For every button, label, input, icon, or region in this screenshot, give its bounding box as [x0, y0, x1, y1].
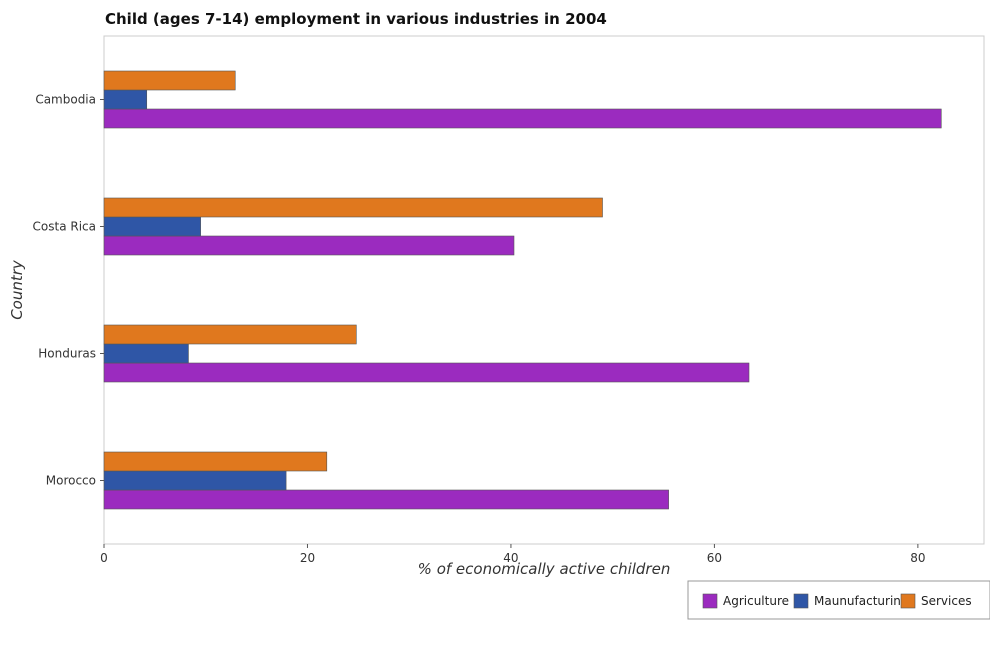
- legend-box: [687, 580, 990, 620]
- x-tick-label: 40: [503, 551, 518, 565]
- bar-cambodia-agriculture: [103, 108, 942, 129]
- bar-morocco-agriculture: [103, 489, 669, 510]
- legend-label-maunufacturing: Maunufacturing: [814, 594, 909, 608]
- bar-cambodia-maunufacturing: [103, 89, 148, 110]
- chart-title: Child (ages 7-14) employment in various …: [105, 10, 607, 28]
- legend-label-services: Services: [921, 594, 972, 608]
- y-tick-label: Honduras: [38, 347, 96, 361]
- bar-costa-rica-agriculture: [103, 235, 515, 256]
- legend-swatch-agriculture: [702, 593, 718, 609]
- x-axis-label: % of economically active children: [418, 560, 671, 578]
- y-axis-label: Country: [8, 259, 26, 320]
- legend: Agriculture Maunufacturing Services: [687, 580, 990, 620]
- y-tick-label: Cambodia: [35, 93, 96, 107]
- bar-costa-rica-services: [103, 197, 603, 218]
- bar-honduras-maunufacturing: [103, 343, 189, 364]
- bar-morocco-maunufacturing: [103, 470, 287, 491]
- x-tick-label: 20: [300, 551, 315, 565]
- y-axis: Cambodia Costa Rica Honduras Morocco: [33, 93, 104, 488]
- x-tick-label: 0: [100, 551, 108, 565]
- bar-costa-rica-maunufacturing: [103, 216, 201, 237]
- bars: [103, 70, 942, 510]
- legend-label-agriculture: Agriculture: [723, 594, 789, 608]
- legend-swatch-maunufacturing: [793, 593, 809, 609]
- bar-honduras-agriculture: [103, 362, 750, 383]
- x-tick-label: 60: [707, 551, 722, 565]
- x-axis: 0 20 40 60 80: [100, 544, 926, 565]
- bar-morocco-services: [103, 451, 328, 472]
- bar-cambodia-services: [103, 70, 236, 91]
- y-tick-label: Costa Rica: [33, 220, 96, 234]
- legend-swatch-services: [900, 593, 916, 609]
- x-tick-label: 80: [910, 551, 925, 565]
- bar-honduras-services: [103, 324, 357, 345]
- y-tick-label: Morocco: [46, 474, 96, 488]
